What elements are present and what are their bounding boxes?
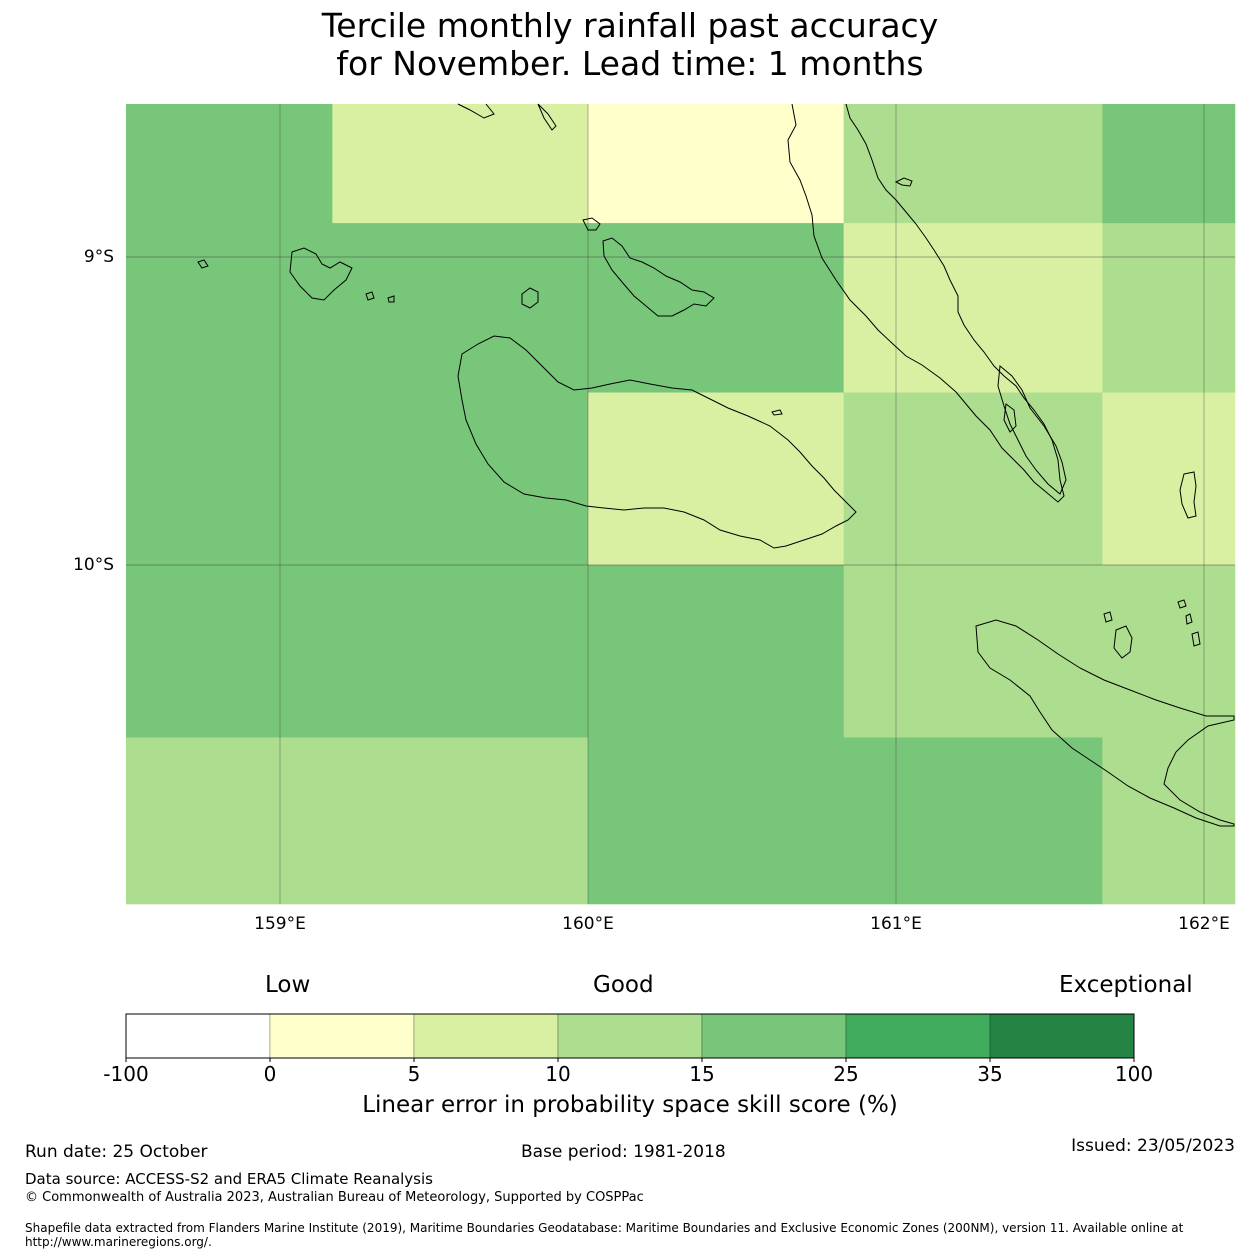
skill-cell: [1102, 104, 1236, 224]
copyright: © Commonwealth of Australia 2023, Austra…: [25, 1190, 644, 1205]
coastline-ugi: [1113, 625, 1133, 659]
run-date: Run date: 25 October: [25, 1142, 208, 1162]
coastline-russell-islet: [197, 259, 209, 269]
coastlines: [197, 103, 1235, 827]
coastline-islet: [1191, 631, 1201, 647]
legend-low-label: Low: [265, 972, 311, 998]
lon-label-161e: 161°E: [870, 914, 922, 934]
skill-cell: [843, 565, 1236, 738]
skill-cell: [126, 737, 589, 905]
skill-cell: [588, 737, 1103, 905]
skill-cell: [1102, 223, 1236, 394]
colorbar: [125, 1013, 1135, 1062]
colorbar-bin: [989, 1013, 1135, 1059]
coastline-guadalcanal: [457, 335, 857, 549]
data-source: Data source: ACCESS-S2 and ERA5 Climate …: [25, 1170, 433, 1188]
colorbar-bin: [125, 1013, 271, 1059]
coastline-islet: [1103, 611, 1113, 623]
colorbar-tick: 35: [977, 1062, 1003, 1086]
colorbar-tick: 100: [1114, 1062, 1154, 1086]
coastline-makira: [975, 619, 1235, 827]
skill-cell: [1102, 392, 1236, 566]
colorbar-tick: 0: [263, 1062, 277, 1086]
legend-exceptional-label: Exceptional: [1059, 972, 1193, 998]
colorbar-bin: [557, 1013, 703, 1059]
colorbar-tick: 25: [833, 1062, 859, 1086]
skill-cell: [843, 104, 1103, 224]
colorbar-title: Linear error in probability space skill …: [362, 1092, 898, 1118]
chart-title-line-1: Tercile monthly rainfall past accuracy: [321, 6, 939, 45]
skill-cell: [843, 392, 1103, 566]
skill-cell: [843, 223, 1103, 394]
base-period: Base period: 1981-2018: [521, 1142, 726, 1162]
coastline-malaita: [997, 365, 1067, 495]
coastline-islet: [894, 177, 913, 187]
skill-cell: [588, 565, 845, 738]
colorbar-tick: 5: [407, 1062, 421, 1086]
coastline-islet: [1185, 613, 1193, 625]
skill-cell: [588, 223, 845, 394]
colorbar-bin: [701, 1013, 847, 1059]
skill-cell: [126, 104, 333, 224]
colorbar-tick: 10: [545, 1062, 571, 1086]
skill-cell: [588, 392, 845, 566]
coastline-malaita-lagoon: [1003, 403, 1017, 433]
colorbar-bin: [269, 1013, 415, 1059]
colorbar-bin: [845, 1013, 991, 1059]
coastline-islet: [457, 103, 495, 119]
lon-label-160e: 160°E: [562, 914, 614, 934]
coastline-ulawa: [1179, 471, 1197, 519]
colorbar-bin: [413, 1013, 559, 1059]
coastline-santa-isabel: [787, 103, 1065, 503]
coastline-nggela: [602, 237, 715, 317]
graticule: [126, 104, 1235, 904]
skill-cell: [126, 223, 589, 394]
colorbar-frame: [125, 1013, 1135, 1059]
coastline-islet: [1177, 599, 1187, 609]
lat-label-9s: 9°S: [84, 247, 114, 267]
skill-cells: [126, 104, 1236, 905]
colorbar-tick: 15: [689, 1062, 715, 1086]
skill-cell: [126, 392, 589, 566]
lon-label-162e: 162°E: [1178, 914, 1230, 934]
skill-cell: [332, 104, 589, 224]
coastline-islet: [537, 103, 557, 131]
coastline-savo-islet: [582, 217, 601, 231]
colorbar-tick: -100: [103, 1062, 149, 1086]
coastline-islet: [771, 409, 783, 416]
shapefile-credit: Shapefile data extracted from Flanders M…: [25, 1221, 1184, 1249]
lat-label-10s: 10°S: [73, 555, 114, 575]
skill-cell: [588, 104, 845, 224]
legend-good-label: Good: [593, 972, 654, 998]
issued-date: Issued: 23/05/2023: [1071, 1136, 1235, 1156]
coastline-russell: [289, 247, 353, 301]
coastline-islet: [387, 295, 395, 303]
skill-cell: [1102, 737, 1236, 905]
coastline-islet: [365, 291, 375, 301]
chart-title-line-2: for November. Lead time: 1 months: [336, 44, 924, 83]
coastline-savo: [521, 287, 539, 309]
skill-cell: [126, 565, 589, 738]
lon-label-159e: 159°E: [254, 914, 306, 934]
